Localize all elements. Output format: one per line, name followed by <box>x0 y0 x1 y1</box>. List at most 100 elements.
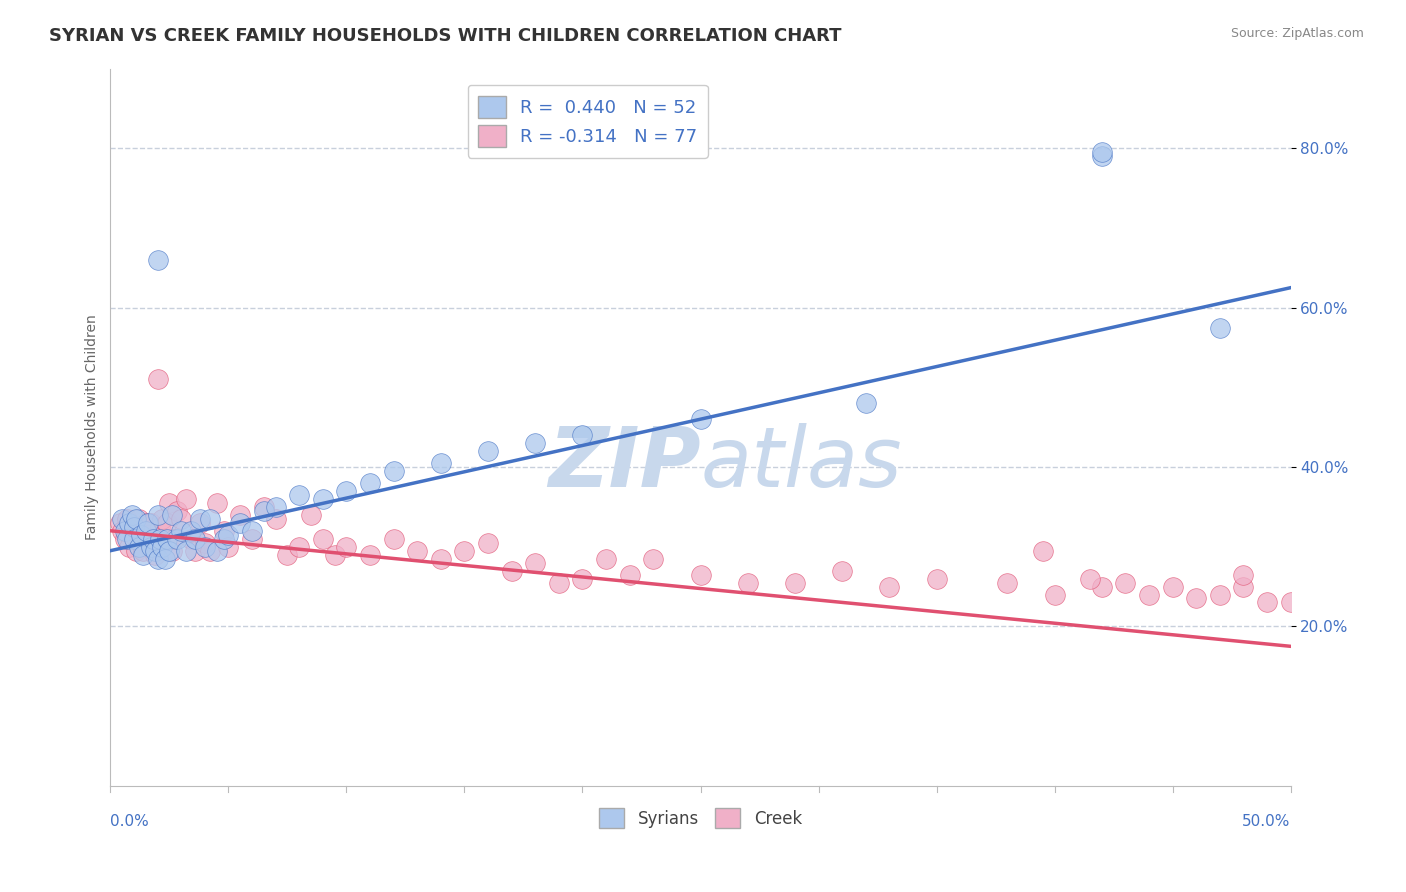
Point <box>253 500 276 514</box>
Point <box>174 543 197 558</box>
Point <box>125 543 148 558</box>
Point <box>166 532 188 546</box>
Point <box>430 551 453 566</box>
Point <box>194 540 217 554</box>
Point <box>146 551 169 566</box>
Point <box>501 564 523 578</box>
Point <box>149 520 172 534</box>
Point <box>157 543 180 558</box>
Text: ZIP: ZIP <box>548 423 700 503</box>
Point <box>122 532 145 546</box>
Point <box>1185 591 1208 606</box>
Point <box>1209 587 1232 601</box>
Point <box>264 512 287 526</box>
Point <box>115 512 138 526</box>
Point <box>198 512 221 526</box>
Point <box>153 532 176 546</box>
Point <box>111 524 134 538</box>
Point <box>132 548 155 562</box>
Point <box>323 548 346 562</box>
Point <box>264 500 287 514</box>
Point <box>114 532 136 546</box>
Point <box>150 540 173 554</box>
Text: 50.0%: 50.0% <box>1243 814 1291 830</box>
Point <box>240 532 263 546</box>
Point <box>1114 575 1136 590</box>
Point <box>142 535 165 549</box>
Point <box>160 508 183 522</box>
Point <box>198 543 221 558</box>
Point <box>217 540 239 554</box>
Point <box>737 575 759 590</box>
Point <box>170 524 193 538</box>
Point <box>114 524 136 538</box>
Point <box>1137 587 1160 601</box>
Point <box>125 512 148 526</box>
Point <box>571 572 593 586</box>
Point <box>146 540 169 554</box>
Point <box>153 551 176 566</box>
Point <box>121 508 143 522</box>
Point <box>1256 595 1278 609</box>
Point <box>184 543 207 558</box>
Point <box>229 508 252 522</box>
Point <box>157 496 180 510</box>
Point <box>855 396 877 410</box>
Text: 0.0%: 0.0% <box>111 814 149 830</box>
Point <box>1091 580 1114 594</box>
Point <box>118 540 141 554</box>
Point <box>170 512 193 526</box>
Text: Source: ZipAtlas.com: Source: ZipAtlas.com <box>1230 27 1364 40</box>
Point <box>288 488 311 502</box>
Point <box>194 535 217 549</box>
Point <box>139 516 162 530</box>
Point <box>643 551 665 566</box>
Point <box>1043 587 1066 601</box>
Point <box>689 412 711 426</box>
Point <box>146 508 169 522</box>
Point <box>205 543 228 558</box>
Point <box>118 516 141 530</box>
Y-axis label: Family Households with Children: Family Households with Children <box>86 314 100 540</box>
Point <box>132 543 155 558</box>
Point <box>188 516 211 530</box>
Point <box>477 444 499 458</box>
Point <box>312 532 335 546</box>
Point <box>382 464 405 478</box>
Point <box>547 575 569 590</box>
Point <box>129 527 152 541</box>
Point <box>217 527 239 541</box>
Point <box>163 532 186 546</box>
Point <box>128 540 150 554</box>
Point <box>335 540 357 554</box>
Point <box>453 543 475 558</box>
Point <box>205 496 228 510</box>
Point <box>253 504 276 518</box>
Point <box>166 504 188 518</box>
Point <box>229 516 252 530</box>
Point <box>136 527 159 541</box>
Point <box>619 567 641 582</box>
Point <box>1232 580 1254 594</box>
Point <box>128 512 150 526</box>
Point <box>312 491 335 506</box>
Point <box>879 580 901 594</box>
Point <box>180 524 202 538</box>
Point <box>156 532 179 546</box>
Point <box>382 532 405 546</box>
Point <box>335 483 357 498</box>
Point <box>689 567 711 582</box>
Point <box>156 516 179 530</box>
Point <box>1279 595 1302 609</box>
Point <box>149 532 172 546</box>
Legend: Syrians, Creek: Syrians, Creek <box>592 801 808 835</box>
Text: SYRIAN VS CREEK FAMILY HOUSEHOLDS WITH CHILDREN CORRELATION CHART: SYRIAN VS CREEK FAMILY HOUSEHOLDS WITH C… <box>49 27 842 45</box>
Point <box>430 456 453 470</box>
Point <box>925 572 948 586</box>
Point <box>831 564 853 578</box>
Point <box>1232 567 1254 582</box>
Point <box>188 512 211 526</box>
Point <box>160 543 183 558</box>
Point <box>276 548 298 562</box>
Text: atlas: atlas <box>700 423 903 503</box>
